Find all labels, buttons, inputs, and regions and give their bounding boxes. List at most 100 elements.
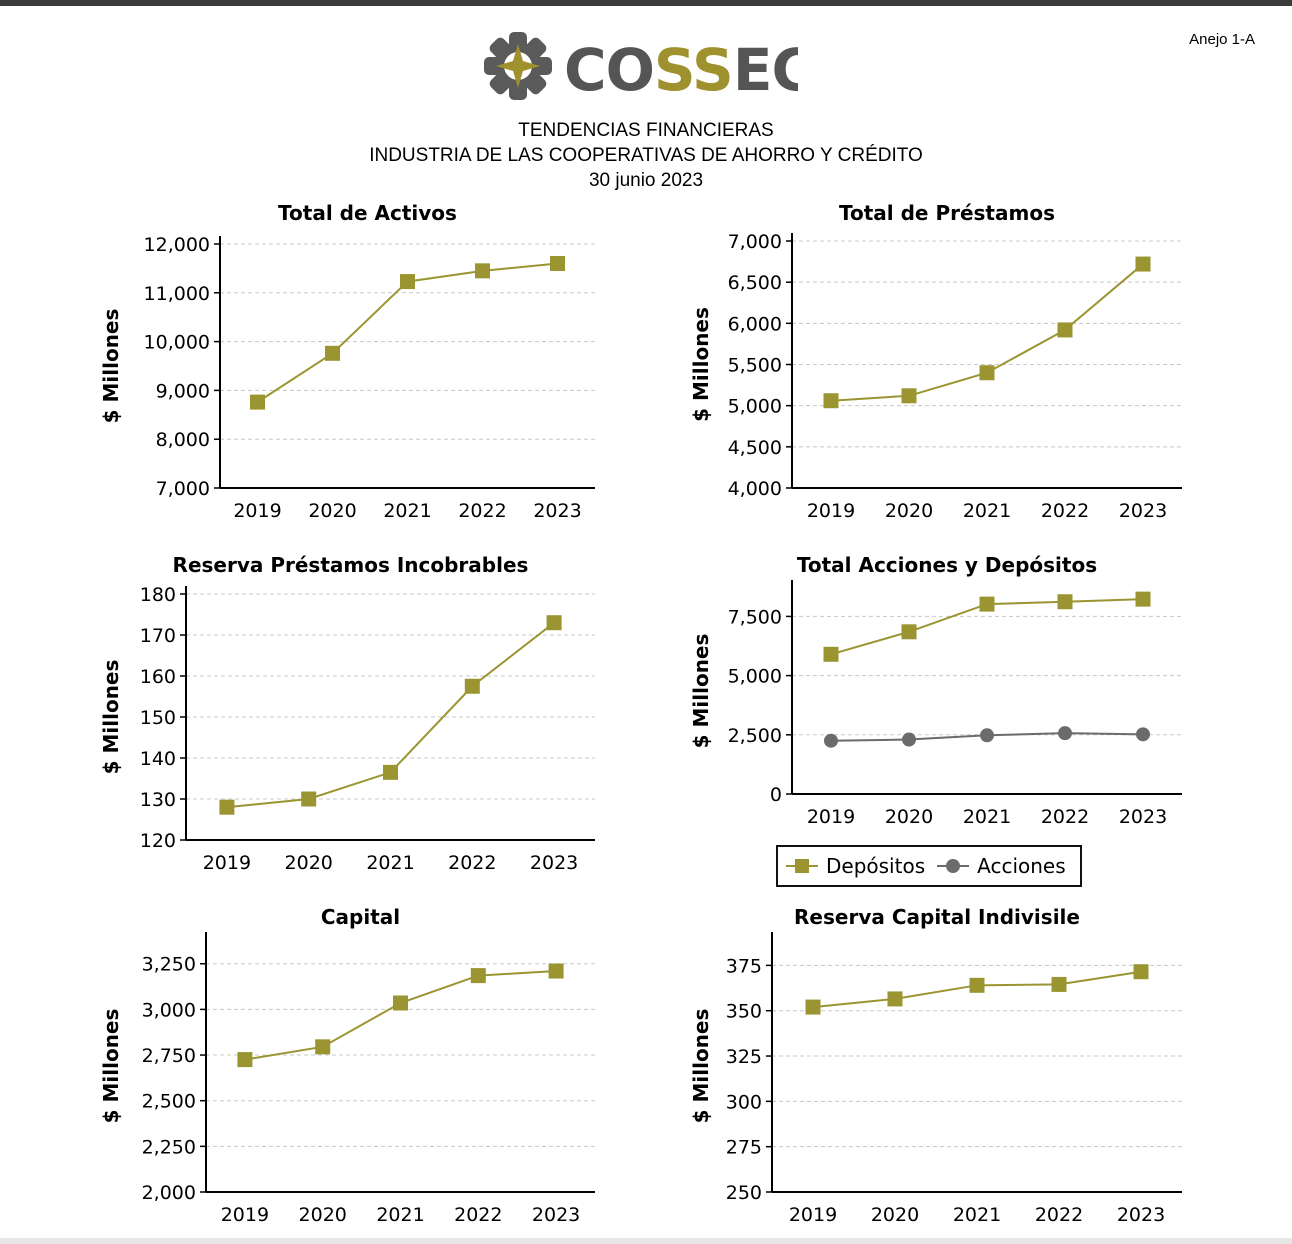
y-tick-label: 170 <box>140 625 176 647</box>
x-tick-label: 2022 <box>1041 806 1089 828</box>
data-point-square <box>546 615 562 631</box>
data-point-square <box>219 799 235 815</box>
y-tick-label: 350 <box>726 1001 762 1023</box>
data-point-square <box>1135 591 1151 607</box>
chart-title: Capital <box>321 905 400 929</box>
data-point-square <box>470 968 486 984</box>
x-tick-label: 2021 <box>963 500 1011 522</box>
x-tick-label: 2020 <box>885 806 933 828</box>
cossec-logo: COSSEC <box>478 28 814 104</box>
data-point-square <box>901 624 917 640</box>
legend-item-depositos: Depósitos <box>786 854 925 878</box>
x-tick-label: 2019 <box>203 852 251 874</box>
y-tick-label: 120 <box>140 830 176 852</box>
chart-legend: Depósitos Acciones <box>776 845 1082 887</box>
y-tick-label: 5,000 <box>728 666 782 688</box>
x-tick-label: 2023 <box>530 852 578 874</box>
data-point-square <box>1135 256 1151 272</box>
data-point-square <box>823 393 839 409</box>
x-tick-label: 2022 <box>1041 500 1089 522</box>
chart-svg: Reserva Capital Indivisile 250 275 300 325 35… <box>689 905 1182 1226</box>
y-tick-label: 180 <box>140 584 176 606</box>
chart-svg: Total de Préstamos 4,000 4,500 5,000 5,500 6,… <box>689 201 1182 522</box>
y-tick-label: 4,000 <box>728 478 782 500</box>
x-tick-label: 2020 <box>285 852 333 874</box>
y-axis-label: $ Millones <box>689 634 713 749</box>
chart-svg: Total de Activos 7,000 8,000 9,000 10,000 11,… <box>99 201 595 522</box>
data-point-circle <box>902 732 916 747</box>
x-tick-label: 2022 <box>454 1204 502 1226</box>
y-tick-label: 8,000 <box>156 429 210 451</box>
chart-reserva-capital-indivisile: Reserva Capital Indivisile 250 275 300 325 35… <box>680 900 1200 1230</box>
y-tick-label: 275 <box>726 1137 762 1159</box>
x-tick-label: 2021 <box>963 806 1011 828</box>
x-tick-label: 2019 <box>807 806 855 828</box>
svg-text:COSSEC: COSSEC <box>564 36 798 104</box>
y-tick-label: 250 <box>726 1182 762 1204</box>
data-point-square <box>237 1052 253 1068</box>
chart-total-acciones-depositos: Total Acciones y Depósitos 0 2,500 5,000 7,5… <box>680 548 1200 848</box>
data-point-square <box>383 764 398 780</box>
chart-total-prestamos: Total de Préstamos 4,000 4,500 5,000 5,500 6,… <box>680 196 1200 526</box>
y-axis-label: $ Millones <box>689 307 713 422</box>
legend-circle-marker-icon <box>937 859 970 873</box>
y-tick-label: 12,000 <box>144 234 210 256</box>
y-axis-label: $ Millones <box>99 309 123 424</box>
y-tick-label: 6,500 <box>728 272 782 294</box>
legend-item-acciones: Acciones <box>937 854 1066 878</box>
x-tick-label: 2022 <box>458 500 506 522</box>
bottom-bar <box>0 1238 1292 1244</box>
data-point-circle <box>1136 727 1150 742</box>
y-tick-label: 5,500 <box>728 355 782 377</box>
data-point-square <box>979 365 995 381</box>
x-tick-label: 2021 <box>953 1204 1001 1226</box>
data-point-square <box>464 678 480 694</box>
y-tick-label: 11,000 <box>144 283 210 305</box>
data-point-circle <box>980 728 994 743</box>
header-line-2: INDUSTRIA DE LAS COOPERATIVAS DE AHORRO … <box>369 145 923 166</box>
legend-square-marker-icon <box>786 859 818 873</box>
y-tick-label: 130 <box>140 789 176 811</box>
chart-title: Total de Activos <box>278 201 457 225</box>
y-tick-label: 150 <box>140 707 176 729</box>
data-point-square <box>805 999 821 1015</box>
data-point-circle <box>1058 726 1072 741</box>
data-point-square <box>1133 964 1149 980</box>
chart-reserva-prestamos-incobrables: Reserva Préstamos Incobrables 120 130 140 15… <box>90 548 610 878</box>
data-point-square <box>901 388 917 404</box>
y-axis-label: $ Millones <box>99 660 123 775</box>
data-point-square <box>979 596 995 612</box>
legend-label-acciones: Acciones <box>977 854 1066 878</box>
x-tick-label: 2021 <box>366 852 414 874</box>
y-tick-label: 2,250 <box>142 1136 196 1158</box>
x-tick-label: 2020 <box>299 1204 347 1226</box>
data-point-square <box>315 1039 331 1055</box>
y-tick-label: 5,000 <box>728 396 782 418</box>
y-tick-label: 0 <box>770 784 782 806</box>
y-tick-label: 2,750 <box>142 1045 196 1067</box>
data-point-square <box>400 274 415 290</box>
x-tick-label: 2020 <box>308 500 356 522</box>
chart-svg: Total Acciones y Depósitos 0 2,500 5,000 7,5… <box>689 553 1182 828</box>
x-tick-label: 2022 <box>448 852 496 874</box>
y-tick-label: 3,000 <box>142 999 196 1021</box>
logo-emblem-icon <box>484 32 552 100</box>
x-tick-label: 2023 <box>1119 806 1167 828</box>
data-point-square <box>301 791 317 807</box>
y-axis-label: $ Millones <box>99 1009 123 1124</box>
x-tick-label: 2019 <box>789 1204 837 1226</box>
data-point-square <box>1057 594 1073 610</box>
y-tick-label: 140 <box>140 748 176 770</box>
y-tick-label: 325 <box>726 1046 762 1068</box>
x-tick-label: 2023 <box>533 500 581 522</box>
y-tick-label: 4,500 <box>728 437 782 459</box>
chart-title: Total de Préstamos <box>839 201 1055 225</box>
x-tick-label: 2022 <box>1035 1204 1083 1226</box>
data-point-square <box>548 963 564 979</box>
y-tick-label: 6,000 <box>728 313 782 335</box>
top-bar <box>0 0 1292 6</box>
y-axis-label: $ Millones <box>689 1009 713 1124</box>
chart-title: Reserva Capital Indivisile <box>794 905 1080 929</box>
chart-title: Total Acciones y Depósitos <box>797 553 1097 577</box>
data-point-square <box>1051 976 1067 992</box>
